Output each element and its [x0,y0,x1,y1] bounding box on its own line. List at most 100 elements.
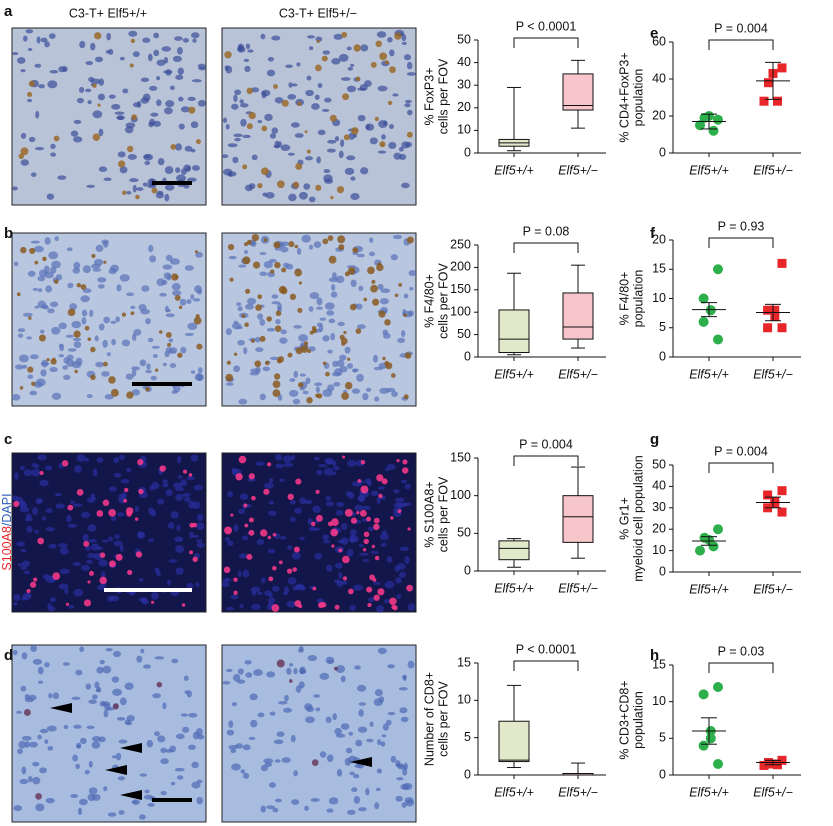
cell [39,329,45,334]
cell [399,707,408,714]
cell [47,606,56,612]
cell [387,712,396,716]
point [695,545,705,556]
cell [169,85,175,91]
cell [197,99,206,107]
cell [409,287,414,291]
cell [381,734,387,738]
cell [369,137,378,145]
y-tick-label: 5 [464,730,471,744]
cell [190,294,195,300]
cell [16,710,22,714]
cell [13,805,23,812]
cell [373,698,383,707]
cell [159,292,167,297]
cell [72,337,82,342]
cell [282,455,293,463]
stained-cell [402,459,408,465]
cell [30,172,37,177]
cell [256,538,265,546]
stained-cell [272,533,277,537]
cell [244,660,252,665]
cell [314,382,323,387]
cell [349,529,357,537]
cell [393,152,402,160]
cell [309,292,320,300]
cell [349,771,355,776]
cell [223,578,232,582]
cell [404,556,410,565]
cell [167,274,172,281]
cell [271,35,281,41]
stain-label: S100A8/DAPI [0,493,14,570]
cell [233,94,238,102]
cell [115,752,122,761]
cell [332,713,337,721]
stained-cell [342,576,348,581]
cell [398,146,404,152]
cell [255,336,261,343]
arrowhead [120,743,142,753]
stained-cell [367,266,375,275]
cell [334,727,342,736]
stained-cell [226,360,231,365]
y-tick-label: 150 [450,282,471,296]
stained-cell [195,314,200,319]
cell [150,375,157,381]
cell [356,373,364,382]
cell [137,531,145,538]
stained-cell [96,510,104,517]
stained-cell [347,357,351,361]
stained-cell [30,581,37,588]
stained-cell [27,366,34,373]
cell [34,305,39,309]
cell [221,154,229,159]
cell [175,74,184,80]
cell [177,455,182,464]
cell [12,649,18,656]
point [763,305,773,315]
y-tick-label: 0 [464,563,471,577]
cell [398,571,406,578]
stained-cell [238,455,247,464]
cell [243,347,248,355]
cell [294,133,304,138]
stained-cell [359,509,367,517]
cell [339,354,347,361]
cell [377,486,386,490]
cell [48,251,59,260]
cell [196,539,203,543]
cell [314,553,323,560]
stained-cell [373,517,380,524]
cell [324,302,335,310]
point [764,78,773,88]
cell [377,150,387,154]
cell [194,285,202,294]
y-tick-label: 10 [652,543,666,557]
stained-cell [90,374,96,381]
cell [149,255,157,263]
stained-cell [327,235,334,241]
cell [316,469,323,476]
cell [73,261,81,270]
cell [92,468,98,477]
stained-cell [384,60,389,65]
stained-cell [233,577,238,582]
stained-cell [35,792,42,800]
cell [75,669,83,676]
y-tick-label: 20 [652,108,666,122]
cell [386,463,396,470]
cell [34,245,44,253]
x-tick-label: Elf5+/− [558,785,598,799]
cell [34,529,39,534]
stained-cell [225,373,234,382]
cell [98,323,105,331]
cell [36,36,41,44]
point [777,507,787,517]
point [773,96,782,106]
stained-cell [177,352,183,358]
cell [368,597,375,603]
cell [112,688,123,696]
stained-cell [29,247,36,255]
cell [340,723,350,730]
